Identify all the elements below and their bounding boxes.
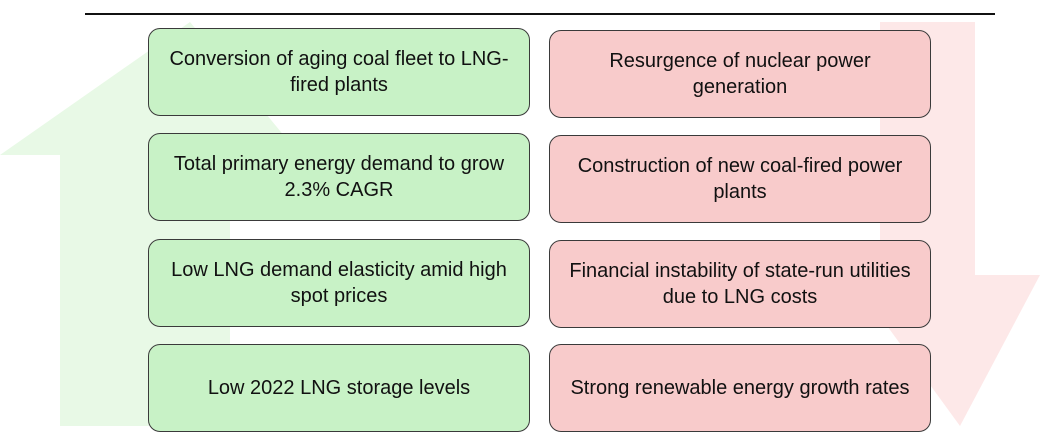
driver-box: Total primary energy demand to grow 2.3%… — [148, 133, 530, 221]
driver-box: Low LNG demand elasticity amid high spot… — [148, 239, 530, 327]
risk-box: Financial instability of state-run utili… — [549, 240, 931, 328]
risk-box: Construction of new coal-fired power pla… — [549, 135, 931, 223]
risk-box: Resurgence of nuclear power generation — [549, 30, 931, 118]
driver-box: Low 2022 LNG storage levels — [148, 344, 530, 432]
risk-box: Strong renewable energy growth rates — [549, 344, 931, 432]
driver-box: Conversion of aging coal fleet to LNG-fi… — [148, 28, 530, 116]
